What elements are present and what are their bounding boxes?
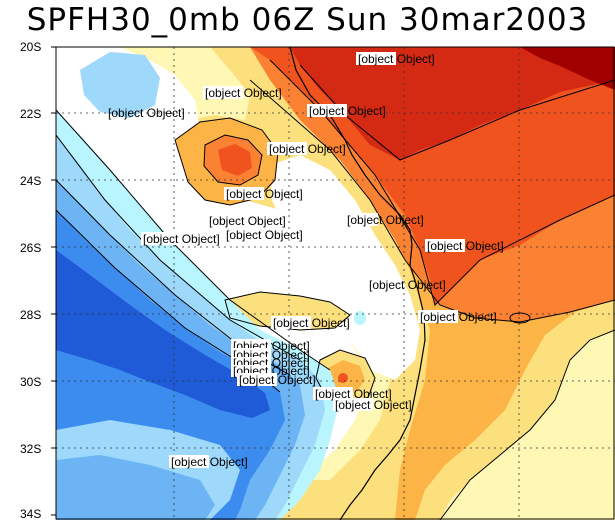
fill-cyan-dot (354, 311, 366, 325)
contour-labels: [object Object] [object Object] [object … (108, 52, 504, 469)
contour-label: [object Object] (369, 278, 446, 292)
grid-lines (56, 47, 615, 520)
fill-yellow-ring (225, 292, 350, 330)
fill-light-blue-cell (80, 52, 160, 118)
contour-label: [object Object] (273, 316, 350, 330)
contour-label: [object Object] (347, 213, 424, 227)
fill-blue-dot (183, 349, 193, 361)
y-tick-label: 28S (20, 308, 41, 322)
y-tick-label: 34S (20, 507, 41, 520)
contour-label: [object Object] (171, 455, 248, 469)
coastline (289, 47, 426, 520)
contour-label: [object Object] (143, 232, 220, 246)
y-tick-label: 24S (20, 174, 41, 188)
fill-white-center (270, 155, 420, 380)
contour-label: [object Object] (108, 106, 185, 120)
fill-red-blob (218, 144, 252, 176)
contour-label: [object Object] (269, 142, 346, 156)
fill-deep-blue (56, 250, 270, 418)
contour-label: [object Object] (420, 310, 497, 324)
contour-label: [object Object] (335, 398, 412, 412)
y-tick-label: 22S (20, 107, 41, 121)
y-tick-label: 20S (20, 40, 41, 54)
y-tick-label: 30S (20, 375, 41, 389)
fill-darkest-red (520, 47, 615, 90)
contour-label: [object Object] (209, 214, 286, 228)
contour-label: [object Object] (427, 239, 504, 253)
y-axis: 20S 22S 24S 26S 28S 30S 32S 34S (20, 40, 56, 520)
fill-dark-red (290, 47, 615, 160)
plot-frame (55, 46, 615, 520)
contour-label: [object Object] (205, 86, 282, 100)
contour-label: [object Object] (358, 52, 435, 66)
fill-pale-yellow-se (440, 330, 615, 520)
y-tick-label: 26S (20, 241, 41, 255)
contour-label: [object Object] (315, 387, 392, 401)
contour-label: [object Object] (309, 104, 386, 118)
fill-sky-blue-sw (56, 455, 215, 520)
fill-red-spot (338, 373, 348, 383)
contour-label: [object Object] (226, 187, 303, 201)
contour-label: [object Object] (239, 373, 316, 387)
fill-yellow-se (415, 300, 615, 520)
y-tick-label: 32S (20, 442, 41, 456)
contour-label: [object Object] (226, 228, 303, 242)
map-title: SPFH30_0mb 06Z Sun 30mar2003 (26, 2, 589, 38)
